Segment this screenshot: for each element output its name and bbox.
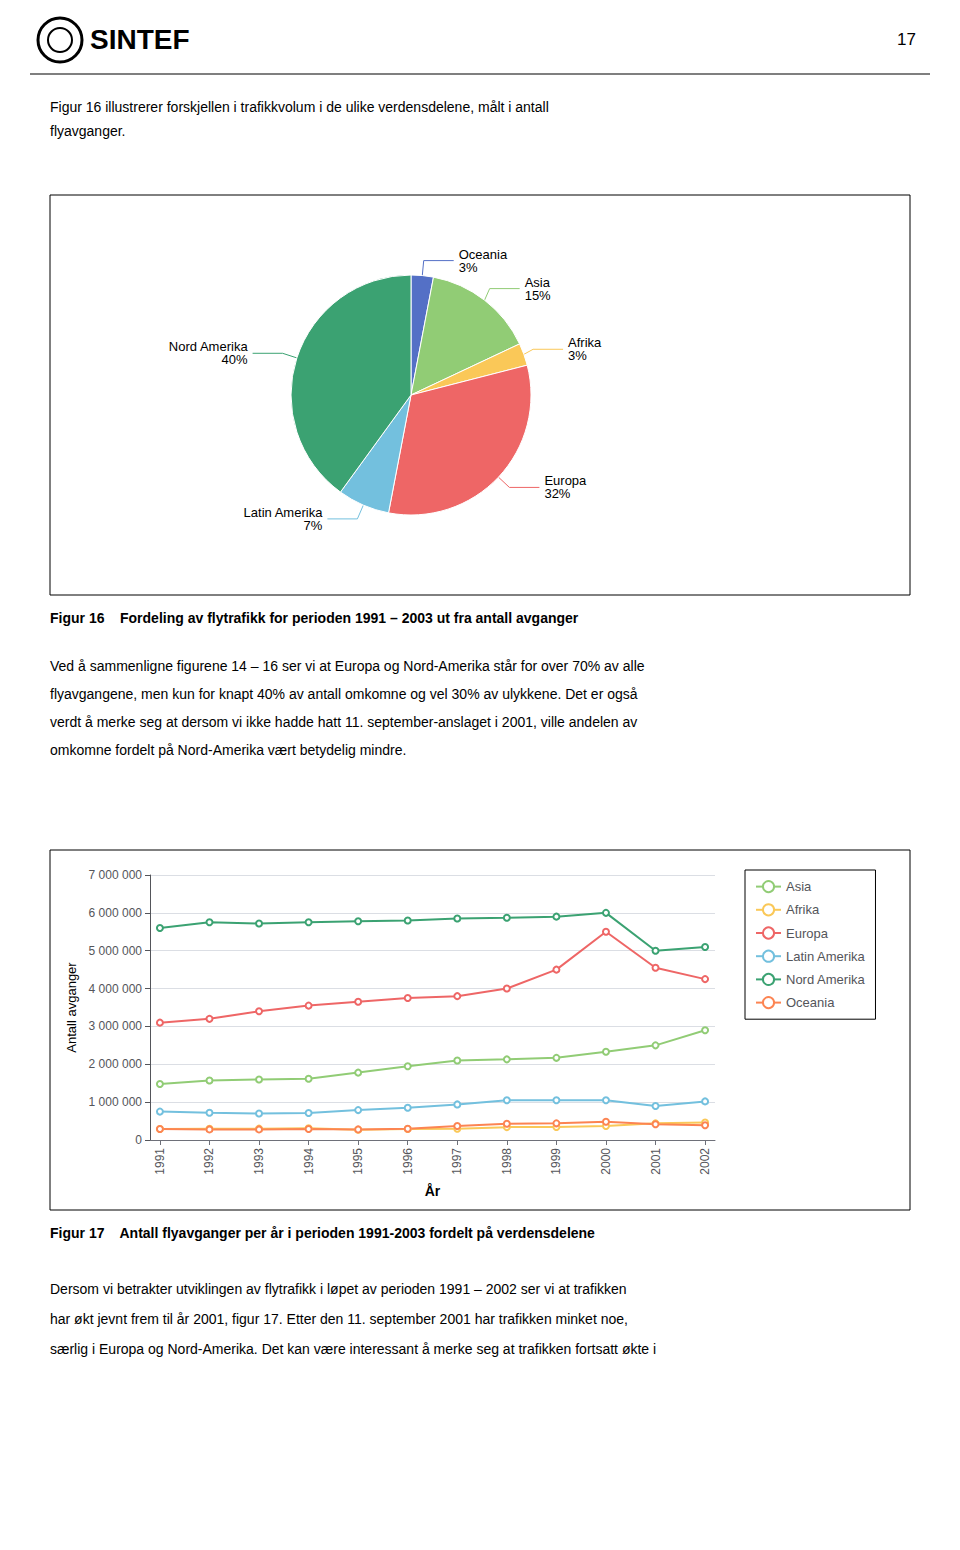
svg-text:Oceania: Oceania: [458, 246, 508, 262]
svg-text:1997: 1997: [450, 1148, 464, 1175]
svg-text:0: 0: [135, 1133, 142, 1147]
svg-text:Antall avganger: Antall avganger: [64, 962, 79, 1053]
svg-text:Asia: Asia: [524, 274, 550, 290]
svg-text:5 000 000: 5 000 000: [89, 944, 143, 958]
svg-text:Figur 17 Antall flyavganger: Figur 17 Antall flyavganger per år i per…: [50, 1225, 595, 1241]
svg-text:17: 17: [897, 30, 916, 49]
svg-text:15%: 15%: [525, 288, 551, 303]
svg-text:1999: 1999: [549, 1148, 563, 1175]
svg-text:Afrika: Afrika: [786, 902, 820, 917]
svg-text:Afrika: Afrika: [568, 335, 602, 351]
svg-text:7%: 7%: [304, 518, 323, 533]
svg-text:1994: 1994: [302, 1148, 316, 1175]
svg-text:1998: 1998: [500, 1148, 514, 1175]
svg-text:Nord Amerika: Nord Amerika: [168, 339, 248, 355]
svg-text:Figur 16 Fordeling av flytr: Figur 16 Fordeling av flytrafikk for per…: [50, 610, 579, 626]
svg-text:Dersom vi betrakter utviklinge: Dersom vi betrakter utviklingen av flytr…: [50, 1281, 627, 1297]
svg-text:flyavgangene, men kun for knap: flyavgangene, men kun for knapt 40% av a…: [50, 686, 638, 702]
svg-text:har økt jevnt frem til år 2001: har økt jevnt frem til år 2001, figur 17…: [50, 1311, 628, 1327]
svg-text:flyavganger.: flyavganger.: [50, 123, 126, 139]
svg-text:2002: 2002: [698, 1148, 712, 1175]
svg-text:1992: 1992: [202, 1148, 216, 1175]
svg-text:2 000 000: 2 000 000: [89, 1057, 143, 1071]
svg-text:Asia: Asia: [786, 879, 812, 894]
svg-text:1996: 1996: [401, 1148, 415, 1175]
svg-text:1995: 1995: [351, 1148, 365, 1175]
svg-text:32%: 32%: [544, 486, 570, 501]
svg-text:Nord Amerika: Nord Amerika: [786, 972, 866, 987]
svg-text:40%: 40%: [222, 352, 248, 367]
svg-text:6 000 000: 6 000 000: [89, 906, 143, 920]
svg-text:omkomne fordelt på Nord-Amerik: omkomne fordelt på Nord-Amerika vært bet…: [50, 742, 406, 758]
svg-text:SINTEF: SINTEF: [90, 24, 190, 55]
svg-text:2001: 2001: [649, 1148, 663, 1175]
svg-text:3 000 000: 3 000 000: [89, 1019, 143, 1033]
svg-text:År: År: [425, 1183, 441, 1199]
svg-text:2000: 2000: [599, 1148, 613, 1175]
svg-text:7 000 000: 7 000 000: [89, 868, 143, 882]
svg-text:4 000 000: 4 000 000: [89, 982, 143, 996]
svg-text:verdt å merke seg at dersom vi: verdt å merke seg at dersom vi ikke hadd…: [50, 714, 637, 730]
svg-text:særlig i Europa og Nord-Amerik: særlig i Europa og Nord-Amerika. Det kan…: [50, 1341, 656, 1357]
svg-text:3%: 3%: [459, 260, 478, 275]
svg-text:Latin Amerika: Latin Amerika: [243, 504, 323, 520]
svg-text:3%: 3%: [568, 348, 587, 363]
svg-text:Europa: Europa: [544, 473, 587, 489]
svg-text:Europa: Europa: [786, 926, 829, 941]
svg-text:1 000 000: 1 000 000: [89, 1095, 143, 1109]
svg-text:Oceania: Oceania: [786, 995, 835, 1010]
svg-text:1993: 1993: [252, 1148, 266, 1175]
svg-text:Ved å sammenligne figurene 14: Ved å sammenligne figurene 14 – 16 ser v…: [50, 658, 645, 674]
svg-text:Figur 16 illustrerer forskjell: Figur 16 illustrerer forskjellen i trafi…: [50, 99, 549, 115]
svg-text:1991: 1991: [153, 1148, 167, 1175]
svg-text:Latin Amerika: Latin Amerika: [786, 949, 866, 964]
